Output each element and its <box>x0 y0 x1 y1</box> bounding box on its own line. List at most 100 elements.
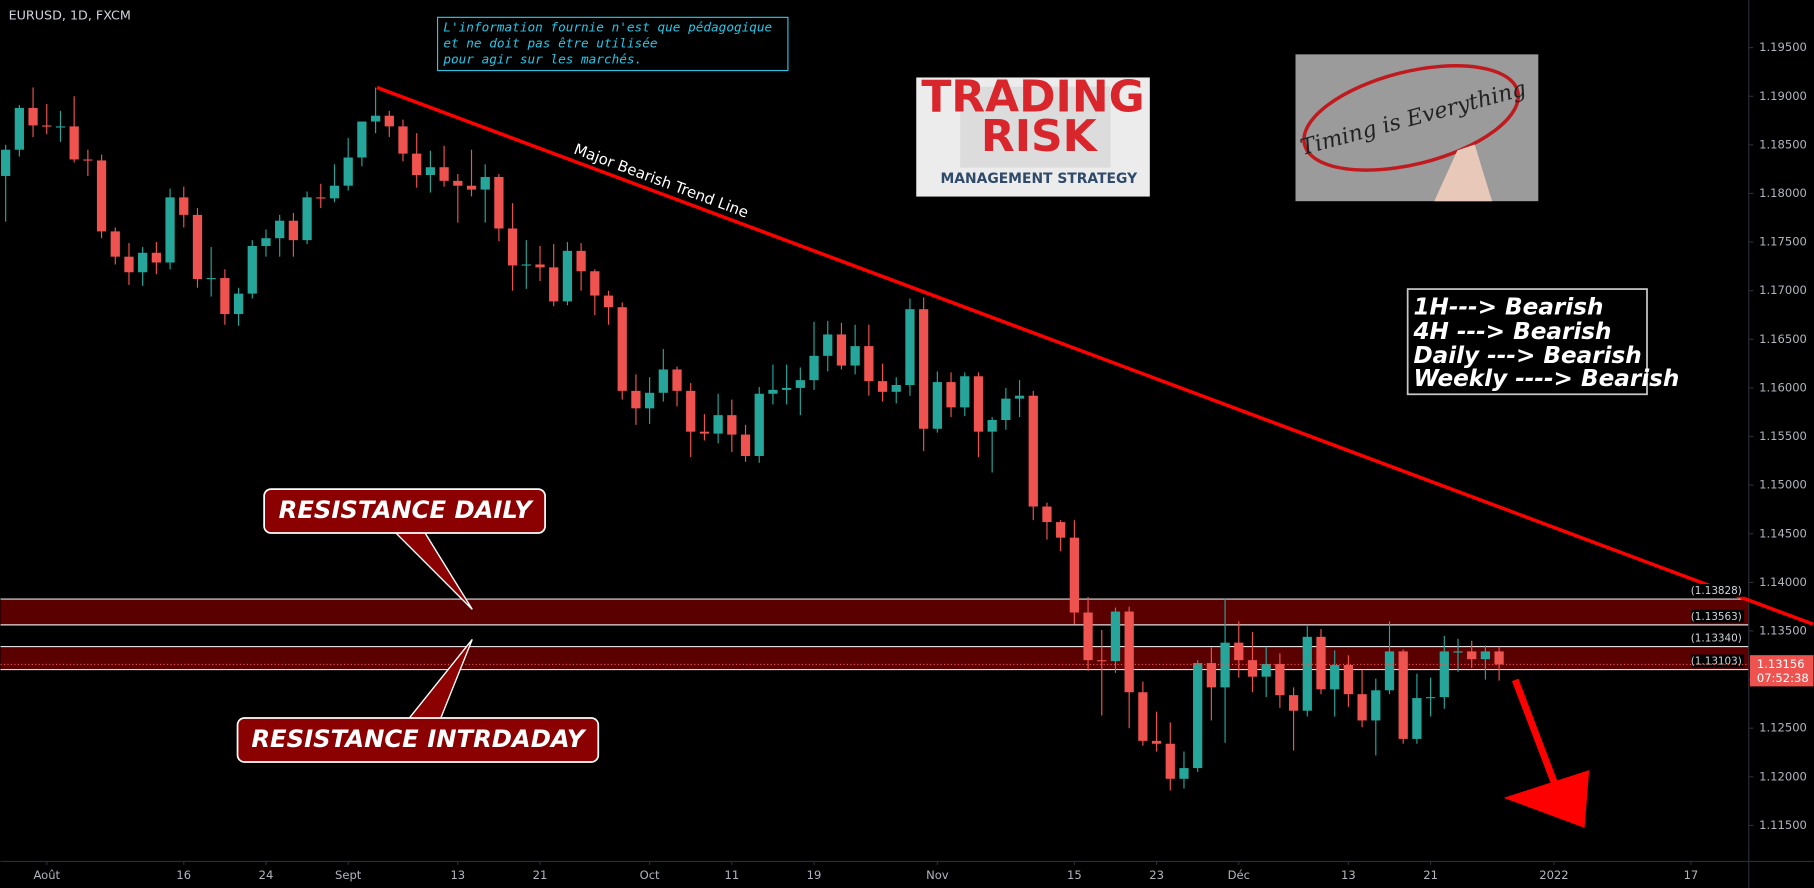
y-tick-label: 1.18500 <box>1759 137 1807 151</box>
candle-body <box>1425 697 1436 699</box>
candle-body <box>713 415 723 434</box>
y-tick-label: 1.13500 <box>1759 623 1807 637</box>
candle-body <box>1261 664 1271 677</box>
x-tick-label: 24 <box>259 868 274 882</box>
candle-body <box>110 231 120 257</box>
level-label: (1.13103) <box>1691 655 1742 667</box>
candle-body <box>1206 663 1217 688</box>
candle-body <box>42 125 52 127</box>
x-tick-label: 13 <box>450 868 465 882</box>
candle-body <box>850 346 860 366</box>
candle-body <box>1138 692 1148 741</box>
candle-body <box>1097 660 1107 662</box>
x-tick-label: Déc <box>1228 868 1250 882</box>
candles <box>1 87 1504 791</box>
candle-body <box>1 149 11 176</box>
candle-body <box>480 176 490 190</box>
candle-body <box>466 185 477 190</box>
x-tick-label: 15 <box>1067 868 1082 882</box>
candle-body <box>576 250 586 272</box>
countdown-label: 07:52:38 <box>1757 671 1809 685</box>
resistance-zone <box>0 599 1749 625</box>
timeframe-line: Weekly ----> Bearish <box>1413 366 1679 392</box>
callout-box <box>263 488 546 534</box>
candle-body <box>740 434 751 456</box>
candle-body <box>1001 398 1011 421</box>
y-tick-label: 1.12000 <box>1759 769 1807 783</box>
candle-body <box>384 115 394 127</box>
candle-body <box>1412 698 1422 739</box>
candle-body <box>1056 522 1066 538</box>
y-tick-label: 1.14000 <box>1759 575 1807 589</box>
candle-body <box>1398 651 1408 739</box>
x-tick-label: 17 <box>1684 868 1699 882</box>
candle-body <box>1357 694 1367 721</box>
candle-body <box>1193 663 1203 769</box>
candle-body <box>398 126 408 154</box>
candle-body <box>1179 768 1189 779</box>
candle-body <box>617 307 627 391</box>
last-price-label: 1.13156 <box>1757 657 1805 671</box>
candle-body <box>644 392 655 409</box>
x-tick-label: 19 <box>807 868 822 882</box>
candle-body <box>809 355 819 381</box>
axes: 1.115001.120001.125001.130001.135001.140… <box>33 40 1806 882</box>
x-tick-label: 13 <box>1341 868 1356 882</box>
candle-body <box>329 185 340 199</box>
timeframe-box <box>1406 288 1648 396</box>
candle-body <box>1494 651 1504 665</box>
y-tick-label: 1.17500 <box>1759 235 1807 249</box>
down-arrow-head <box>1503 770 1590 828</box>
candle-body <box>631 390 641 409</box>
level-label-bg <box>1690 631 1745 645</box>
candle-body <box>138 252 148 273</box>
candle-body <box>14 107 24 150</box>
candle-body <box>768 389 778 394</box>
y-tick-label: 1.17000 <box>1759 283 1807 297</box>
candle-body <box>1343 665 1354 695</box>
image-text: MANAGEMENT STRATEGY <box>941 171 1139 187</box>
last-price-box <box>1749 655 1814 687</box>
y-tick-label: 1.11500 <box>1759 818 1807 832</box>
candle-body <box>1316 636 1326 690</box>
candle-body <box>672 369 682 391</box>
callout-label: RESISTANCE DAILY <box>279 495 534 524</box>
candle-body <box>151 252 161 263</box>
candle-body <box>453 180 463 186</box>
candle-body <box>357 121 367 158</box>
candle-body <box>206 278 216 280</box>
x-tick-label: Oct <box>640 868 660 882</box>
candle-body <box>1042 506 1052 523</box>
candle-body <box>220 278 230 315</box>
candle-body <box>233 293 244 315</box>
candle-body <box>1480 651 1491 660</box>
candle-body <box>412 153 422 176</box>
candle-body <box>1069 537 1079 613</box>
candle-body <box>795 380 805 388</box>
candle-body <box>288 220 299 241</box>
level-label: (1.13828) <box>1691 585 1742 597</box>
candle-body <box>55 126 66 128</box>
y-tick-label: 1.16000 <box>1759 380 1807 394</box>
x-tick-label: 21 <box>1423 868 1438 882</box>
y-tick-label: 1.19000 <box>1759 89 1807 103</box>
candle-body <box>1124 611 1134 693</box>
disclaimer-line: L'information fournie n'est que pédagogi… <box>443 19 772 34</box>
y-tick-label: 1.12500 <box>1759 721 1807 735</box>
level-label-bg <box>1690 584 1745 597</box>
image-hand <box>1434 144 1493 202</box>
image-text: TRADING <box>921 71 1144 122</box>
candle-body <box>1110 611 1121 662</box>
candle-body <box>1275 664 1285 696</box>
candle-body <box>727 415 737 435</box>
candle-body <box>823 334 833 356</box>
candle-body <box>494 176 504 229</box>
candle-body <box>1302 636 1312 711</box>
image-text: RISK <box>981 111 1099 162</box>
candle-body <box>28 107 38 126</box>
x-tick-label: Nov <box>926 868 949 882</box>
candle-body <box>1247 660 1258 677</box>
candle-body <box>891 385 901 392</box>
candle-body <box>83 159 93 161</box>
disclaimer-line: pour agir sur les marchés. <box>442 52 642 67</box>
